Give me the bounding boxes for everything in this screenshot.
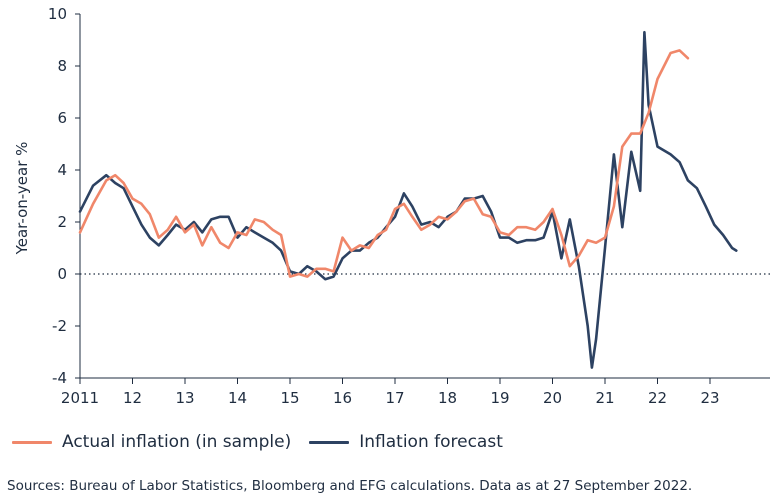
x-tick-label: 23 (700, 389, 719, 407)
x-axis: 2011 12 13 14 15 16 17 18 19 20 21 22 23 (61, 273, 770, 407)
y-axis-label: Year-on-year % (13, 142, 31, 256)
y-tick-label: 0 (57, 265, 67, 283)
legend-swatch-forecast (309, 440, 350, 444)
y-tick-label: -4 (52, 369, 67, 387)
y-tick-label: 2 (57, 213, 67, 231)
y-tick-label: 8 (57, 57, 67, 75)
x-tick-label: 17 (385, 389, 404, 407)
y-tick-label: 10 (48, 5, 67, 23)
x-tick-label: 12 (123, 389, 142, 407)
series-line-forecast (78, 30, 738, 369)
y-tick-label: -2 (52, 317, 67, 335)
x-tick-label: 20 (543, 389, 562, 407)
x-tick-label: 13 (175, 389, 194, 407)
x-tick-label: 19 (490, 389, 509, 407)
x-tick-label: 2011 (61, 389, 99, 407)
x-tick-label: 18 (438, 389, 457, 407)
x-tick-label: 21 (595, 389, 614, 407)
source-note: Sources: Bureau of Labor Statistics, Blo… (7, 478, 693, 494)
series-line-actual (78, 49, 690, 278)
x-tick-label: 14 (228, 389, 247, 407)
inflation-chart: -4 -2 0 2 4 6 8 10 2011 12 13 14 15 16 17 18 19 20 21 22 23… (13, 5, 770, 407)
x-tick-label: 22 (648, 389, 667, 407)
y-tick-label: 6 (57, 109, 67, 127)
legend-item-actual: Actual inflation (in sample) (12, 432, 291, 452)
y-tick-label: 4 (57, 161, 67, 179)
legend-swatch-actual (12, 440, 52, 444)
x-tick-label: 16 (333, 389, 352, 407)
y-axis: -4 -2 0 2 4 6 8 10 (48, 5, 81, 387)
legend-label-actual: Actual inflation (in sample) (62, 432, 292, 452)
legend-item-forecast: Inflation forecast (309, 432, 503, 452)
series-group (78, 30, 738, 369)
x-tick-label: 15 (280, 389, 299, 407)
legend-label-forecast: Inflation forecast (359, 432, 503, 452)
legend: Actual inflation (in sample) Inflation f… (12, 432, 521, 452)
